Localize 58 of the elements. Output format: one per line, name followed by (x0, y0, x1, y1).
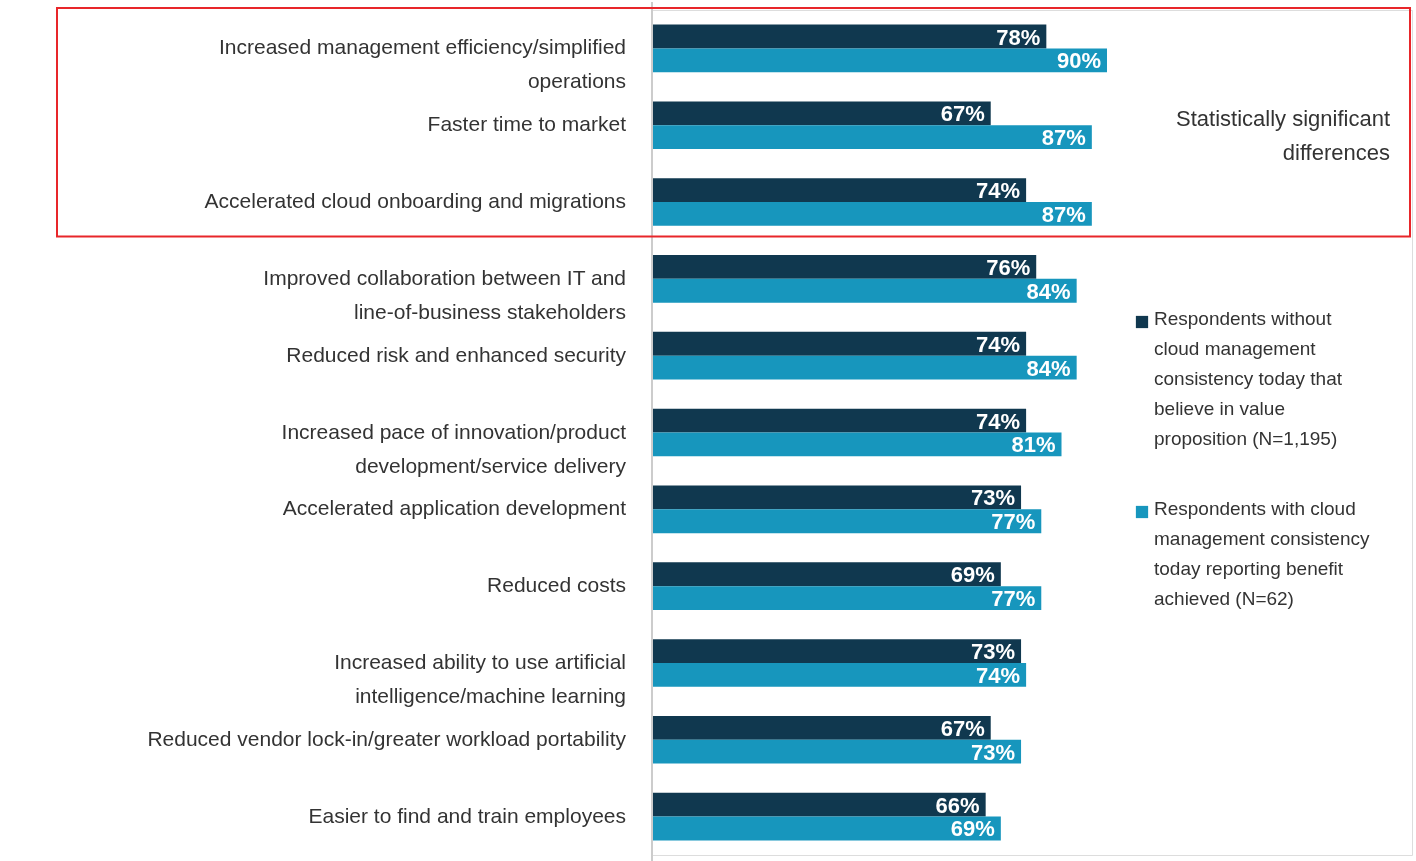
bar (652, 792, 986, 817)
y-tick-label: Accelerated application development (282, 496, 627, 520)
data-label: 74% (976, 331, 1021, 357)
data-label: 84% (1026, 278, 1071, 304)
data-label: 78% (996, 24, 1041, 50)
data-label: 76% (986, 254, 1031, 280)
legend-label: Respondents with cloud management consistency today reporting benefit achieved (N=62) (1154, 498, 1370, 609)
bar (652, 509, 1042, 534)
data-label: 69% (950, 816, 995, 842)
data-label: 77% (991, 509, 1036, 535)
bar (652, 24, 1047, 49)
text: Statistically significant differences (1176, 106, 1390, 166)
bar (652, 355, 1077, 380)
legend-label: Respondents without cloud management consistency today that believe in value proposition (N=1,195) (1154, 308, 1343, 449)
y-tick-label: Faster time to market (427, 112, 627, 136)
data-label: 73% (971, 485, 1016, 511)
bar (652, 331, 1027, 356)
y-tick-label: Reduced vendor lock-in/greater workload portability (147, 726, 627, 750)
bar (652, 202, 1092, 226)
data-label: 66% (935, 792, 980, 818)
data-label: 87% (1041, 125, 1086, 151)
y-tick-label: Improved collaboration between IT and line-of-business stakeholders (263, 265, 626, 323)
y-tick-label: Increased ability to use artificial intelligence/machine learning (334, 649, 626, 707)
data-label: 73% (971, 639, 1016, 665)
y-tick-label: Accelerated cloud onboarding and migrations (204, 189, 626, 213)
bar (652, 562, 1001, 587)
y-tick-label: Easier to find and train employees (308, 803, 626, 827)
bar (652, 662, 1027, 687)
bar (652, 278, 1077, 303)
data-label: 84% (1026, 355, 1071, 381)
data-label: 73% (971, 739, 1016, 765)
data-label: 77% (991, 586, 1036, 612)
bar (652, 485, 1022, 510)
y-tick-label: Reduced costs (487, 573, 626, 597)
data-label: 69% (950, 562, 995, 588)
data-label: 67% (940, 715, 985, 741)
y-tick-label: Reduced risk and enhanced security (286, 342, 627, 366)
bar (652, 101, 991, 126)
bar (652, 255, 1037, 279)
data-label: 74% (976, 662, 1021, 688)
bar (652, 715, 991, 740)
data-label: 67% (940, 101, 985, 127)
bar (652, 408, 1027, 433)
bar (652, 586, 1042, 610)
bar (652, 432, 1062, 457)
data-label: 74% (976, 178, 1021, 204)
data-label: 81% (1011, 432, 1056, 458)
data-label: 90% (1056, 48, 1101, 74)
bar (652, 125, 1092, 150)
bar (652, 739, 1022, 764)
y-tick-label: Increased pace of innovation/product development/service delivery (281, 419, 627, 477)
y-tick-label: Increased management efficiency/simplified operations (219, 35, 626, 93)
bar (652, 639, 1022, 663)
bar (652, 816, 1001, 841)
data-label: 74% (976, 408, 1021, 434)
bar (652, 48, 1107, 73)
bar (652, 178, 1027, 203)
data-label: 87% (1041, 201, 1086, 227)
